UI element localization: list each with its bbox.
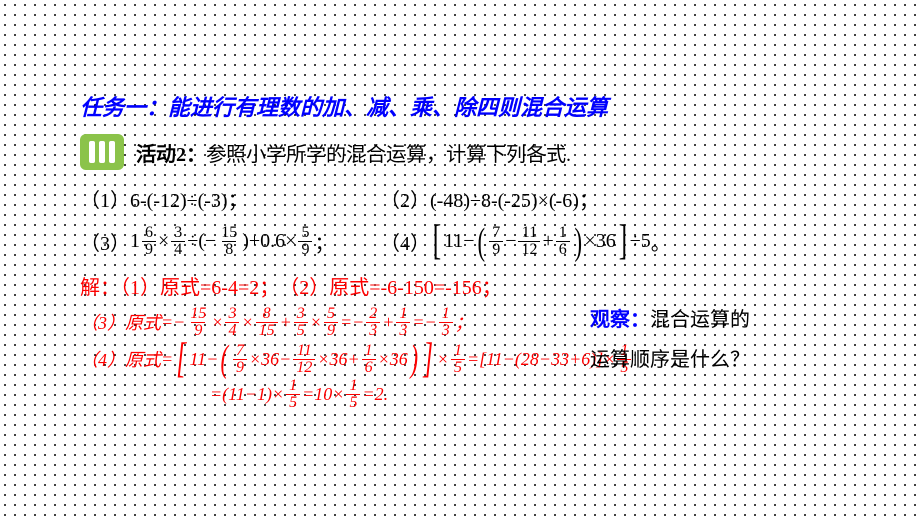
problems-row-2: （3） 1 69 × 34 ÷(− 158 )+ 0.6 × 59 ； （4） … <box>80 225 880 259</box>
activity-text: 参照小学所学的混合运算，计算下列各式. <box>206 138 571 167</box>
observe-text1: 混合运算的 <box>650 309 750 331</box>
problem-2: （2）(-48)÷8-(-25)×(-6)； <box>380 184 599 213</box>
problem-1: （1）6-(-12)÷(-3)； <box>80 184 380 213</box>
problems-row-1: （1）6-(-12)÷(-3)； （2）(-48)÷8-(-25)×(-6)； <box>80 184 880 213</box>
observe-label: 观察： <box>590 309 650 331</box>
activity-label: 活动2： <box>136 138 206 167</box>
task-title: 任务一：能进行有理数的加、减、乘、除四则混合运算 <box>80 90 880 122</box>
solution-1-2: 解：（1）原式=6-4=2； （2）原式=-6-150=-156； <box>80 271 880 300</box>
activity-row: 活动2： 参照小学所学的混合运算，计算下列各式. <box>80 134 880 170</box>
activity-icon <box>80 134 124 170</box>
problem-4: （4） [ 11 − ( 79 − 1112 + 16 ) × 36 ] ÷ 5… <box>380 225 671 259</box>
problem-3: （3） 1 69 × 34 ÷(− 158 )+ 0.6 × 59 ； <box>80 225 380 258</box>
solution-4-line2: = (11−1) × 15 = 10 × 15 = 2. <box>210 378 880 411</box>
observe-box: 观察：混合运算的 运算顺序是什么？ <box>590 300 830 380</box>
observe-text2: 运算顺序是什么？ <box>590 349 750 371</box>
